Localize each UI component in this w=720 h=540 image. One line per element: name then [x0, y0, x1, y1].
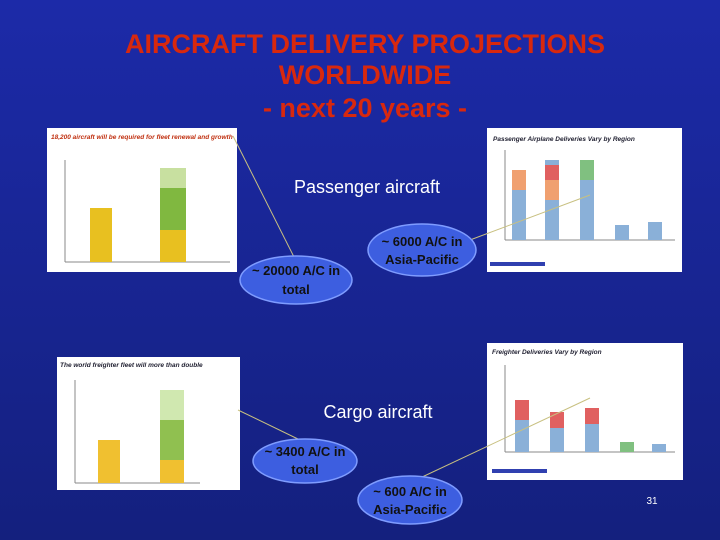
title-line: AIRCRAFT DELIVERY PROJECTIONS: [125, 29, 605, 59]
inset-image: Passenger Airplane Deliveries Vary by Re…: [487, 128, 682, 272]
inset-image: Freighter Deliveries Vary by Region: [487, 343, 683, 480]
callout-text: ~ 20000 A/C in: [252, 263, 340, 278]
connector: [232, 135, 296, 260]
inset-title: 18,200 aircraft will be required for fle…: [51, 134, 233, 141]
title-line: - next 20 years -: [263, 93, 467, 123]
inset-title: Passenger Airplane Deliveries Vary by Re…: [493, 136, 635, 143]
callout-text: total: [282, 282, 309, 297]
connector: [237, 409, 301, 441]
inset-title: The world freighter fleet will more than…: [60, 362, 203, 369]
callout-text: Asia-Pacific: [373, 502, 447, 517]
connector: [469, 194, 591, 241]
callout-bubble: [252, 438, 358, 484]
inset-image: The world freighter fleet will more than…: [57, 357, 240, 490]
inset-title: Freighter Deliveries Vary by Region: [492, 349, 602, 356]
callout-bubble: [357, 475, 463, 525]
callout-text: ~ 600 A/C in: [373, 484, 447, 499]
section-label: Passenger aircraft: [294, 177, 440, 197]
page-number: 31: [646, 496, 658, 507]
title-line: WORLDWIDE: [279, 60, 451, 90]
inset-image: 18,200 aircraft will be required for fle…: [47, 128, 237, 272]
callout-bubble: [367, 223, 477, 277]
section-label: Cargo aircraft: [323, 402, 432, 422]
callout-text: total: [291, 462, 318, 477]
callout-text: ~ 6000 A/C in: [382, 234, 463, 249]
callout-text: ~ 3400 A/C in: [265, 444, 346, 459]
callout-bubble: [239, 255, 353, 305]
callout-text: Asia-Pacific: [385, 252, 459, 267]
connector: [419, 397, 591, 479]
